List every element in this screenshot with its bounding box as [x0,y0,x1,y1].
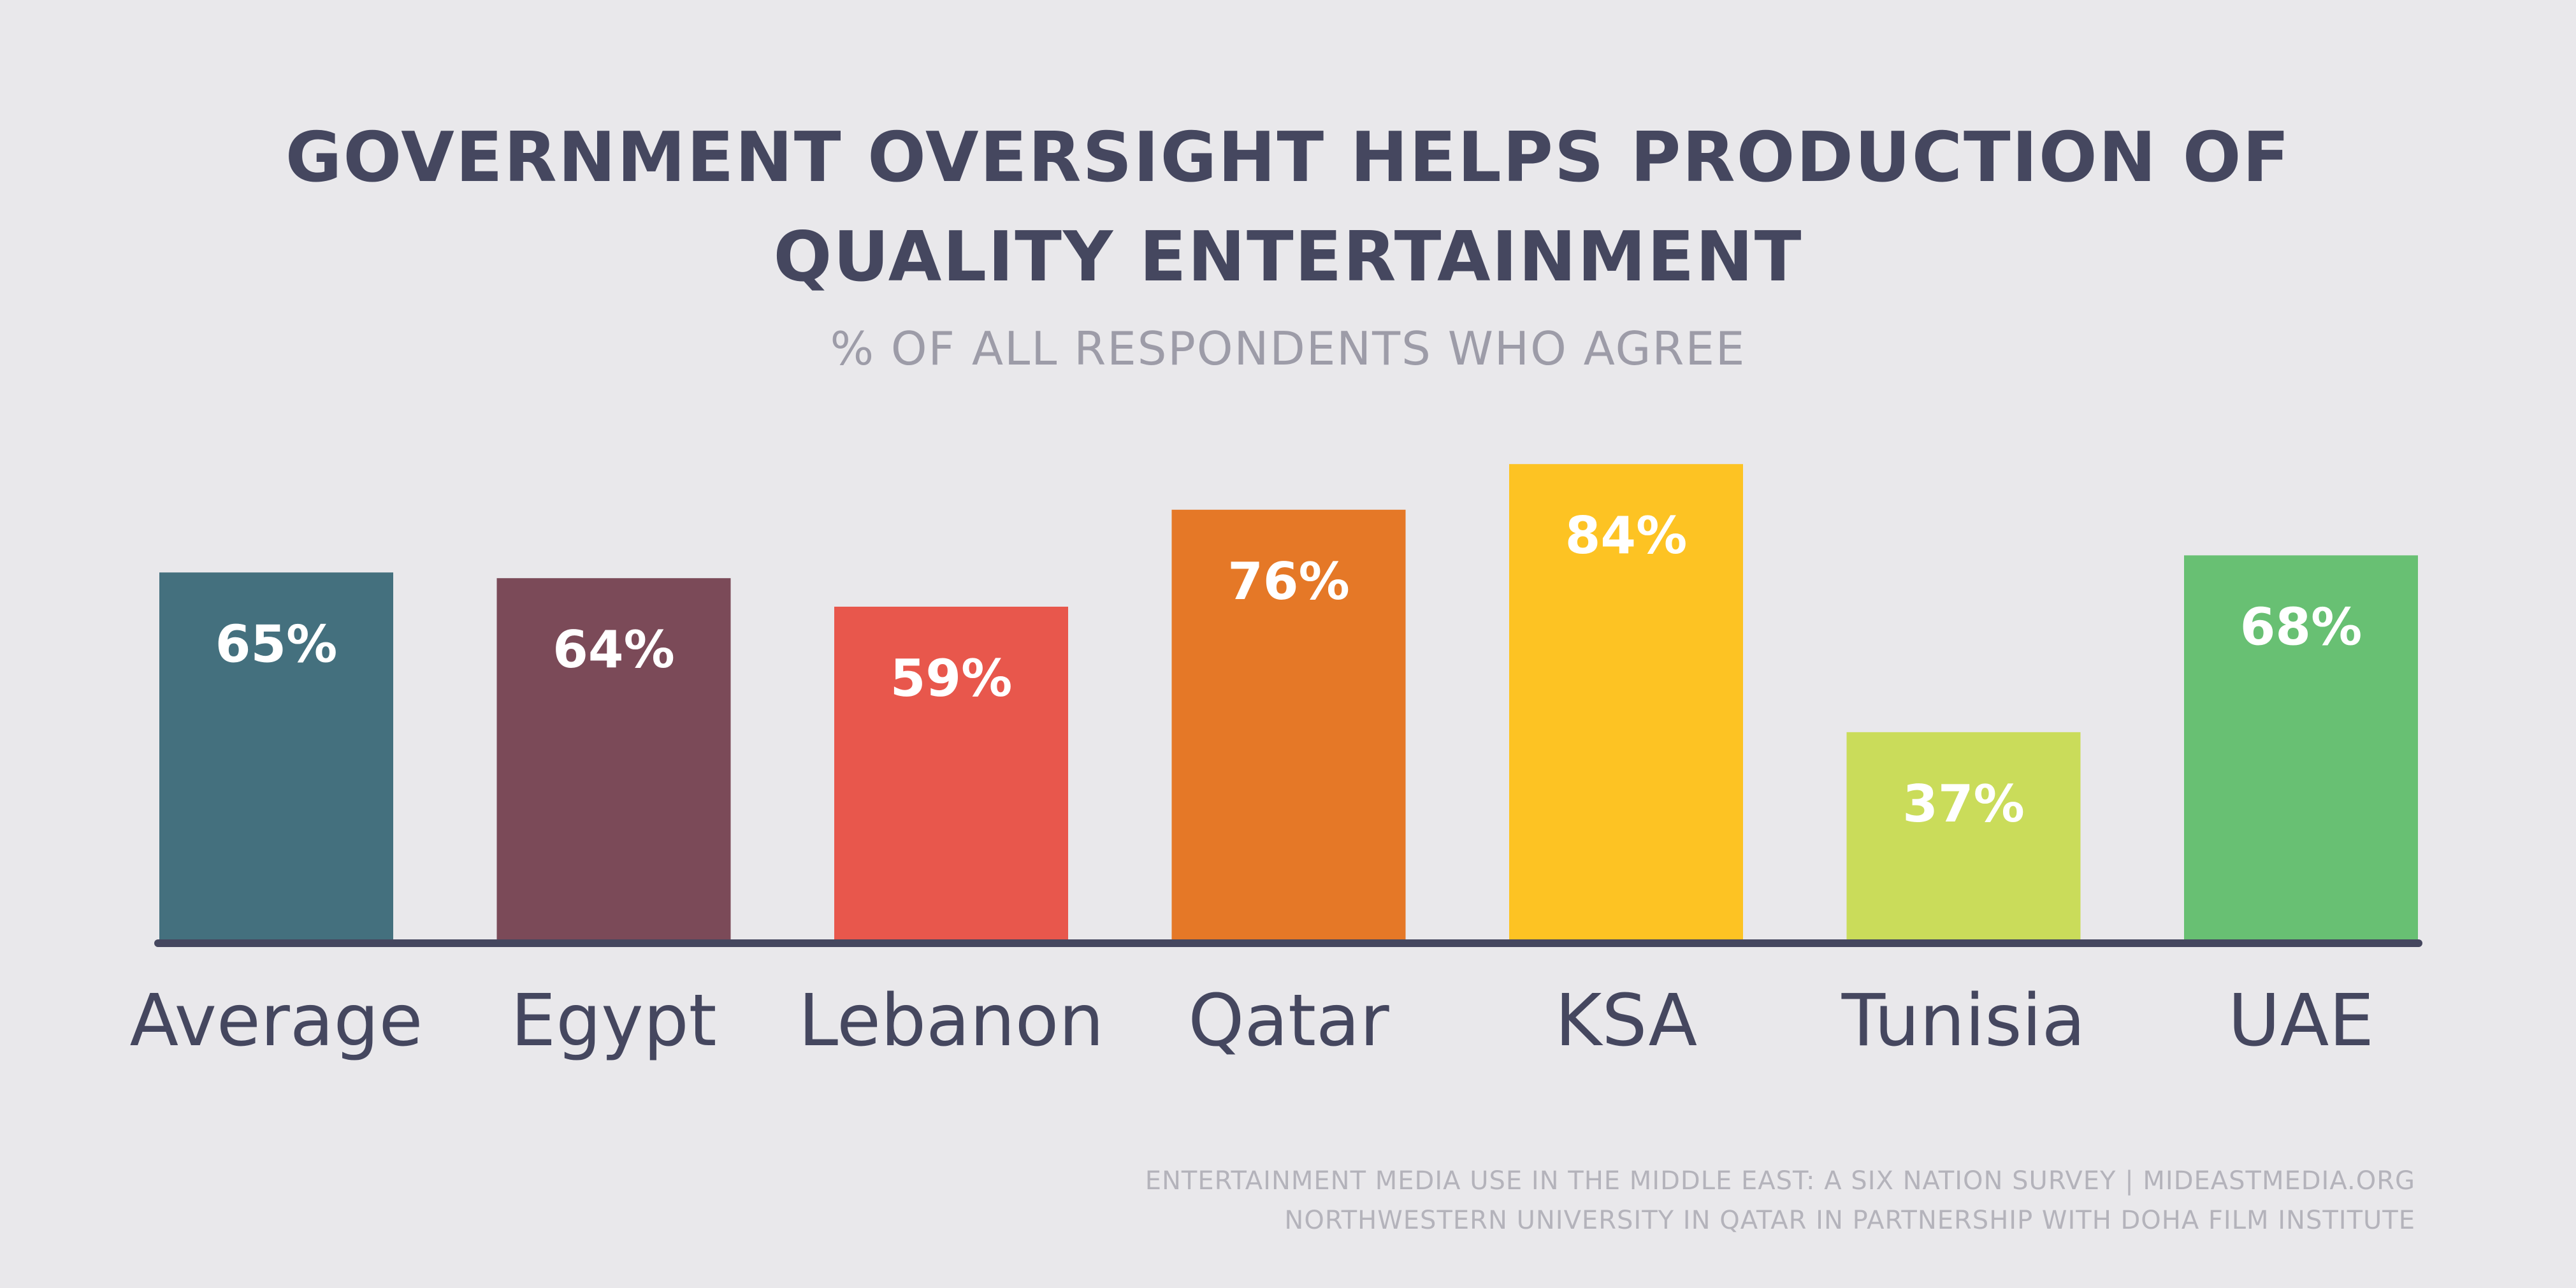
bar-ksa [1509,464,1743,943]
bar-tunisia [1846,732,2081,943]
data-label-tunisia: 37% [1902,774,2024,834]
source-line-1: ENTERTAINMENT MEDIA USE IN THE MIDDLE EA… [1145,1166,2415,1196]
x-tick-label-lebanon: Lebanon [799,980,1104,1062]
chart-title-line-1: GOVERNMENT OVERSIGHT HELPS PRODUCTION OF [285,118,2291,198]
source-note: ENTERTAINMENT MEDIA USE IN THE MIDDLE EA… [1145,1161,2415,1240]
data-label-lebanon: 59% [890,649,1012,708]
data-label-qatar: 76% [1227,552,1349,611]
chart-subtitle: % OF ALL RESPONDENTS WHO AGREE [830,322,1746,375]
bar-average [159,572,393,943]
data-label-egypt: 64% [553,620,674,679]
chart-title: GOVERNMENT OVERSIGHT HELPS PRODUCTION OF… [0,108,2576,307]
x-tick-label-tunisia: Tunisia [1841,980,2086,1062]
bar-egypt [496,578,731,943]
bar-uae [2184,555,2418,943]
x-tick-label-ksa: KSA [1555,980,1697,1062]
x-tick-label-qatar: Qatar [1188,980,1389,1062]
data-label-ksa: 84% [1565,506,1687,565]
x-tick-label-average: Average [130,980,423,1062]
bar-qatar [1171,509,1406,943]
x-tick-label-egypt: Egypt [510,980,716,1062]
data-label-uae: 68% [2240,597,2362,656]
bar-lebanon [834,606,1068,943]
source-line-2: NORTHWESTERN UNIVERSITY IN QATAR IN PART… [1284,1206,2415,1235]
x-tick-label-uae: UAE [2228,980,2374,1062]
data-label-average: 65% [215,614,337,674]
chart-title-line-2: QUALITY ENTERTAINMENT [773,217,1803,297]
